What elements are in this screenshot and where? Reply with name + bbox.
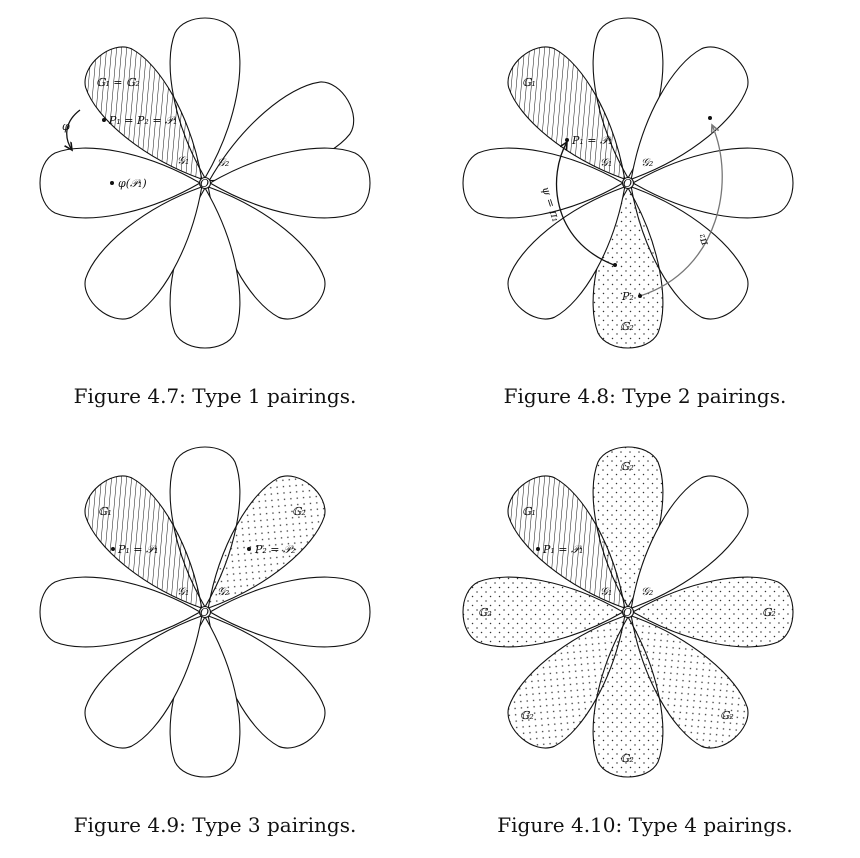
figure-4-10: 𝔾₁ P₁ = 𝒫₁ 𝒢₁ 𝒢₂ 𝔾₂ 𝔾₂ 𝔾₂ 𝔾₂ 𝔾₂ 𝔾₂ O Fig… — [430, 429, 860, 858]
label-g1: 𝔾₁ — [522, 505, 536, 518]
label-cal-g2: 𝒢₂ — [217, 156, 229, 169]
point-phi-p1 — [110, 181, 114, 185]
point-p1 — [536, 547, 540, 551]
label-origin: O — [623, 606, 632, 619]
petal-g1-hatched — [507, 46, 626, 181]
flower — [39, 17, 371, 349]
flower — [39, 446, 371, 778]
caption-4-10: Figure 4.10: Type 4 pairings. — [497, 813, 793, 837]
label-g2-right: 𝔾₂ — [762, 606, 776, 619]
label-g1: 𝔾₁ — [522, 76, 536, 89]
caption-4-7: Figure 4.7: Type 1 pairings. — [73, 384, 357, 408]
label-cal-g2: 𝒢₂ — [641, 156, 653, 169]
label-g2: 𝔾₂ — [620, 320, 634, 333]
label-g2-lower-right: 𝔾₂ — [720, 709, 734, 722]
label-p1-eq: P₁ = 𝒫₁ — [571, 134, 612, 147]
label-p2-eq: P₂ = 𝒫₂ — [254, 543, 295, 556]
label-cal-g1: 𝒢₁ — [600, 585, 612, 598]
petal-g1-hatched — [84, 475, 203, 610]
petal-g2-dotted — [207, 475, 326, 610]
label-phi-p1: φ(𝒫₁) — [118, 177, 147, 190]
pi2-arrow — [639, 125, 723, 297]
label-origin: O — [200, 606, 209, 619]
petal-g1-hatched — [507, 475, 626, 610]
label-g1-eq-g2: 𝔾₁ = 𝔾₂ — [96, 76, 140, 89]
petal-g1-hatched — [84, 46, 203, 181]
label-origin: O — [200, 177, 209, 190]
flower-diagram-4-10: 𝔾₁ P₁ = 𝒫₁ 𝒢₁ 𝒢₂ 𝔾₂ 𝔾₂ 𝔾₂ 𝔾₂ 𝔾₂ 𝔾₂ O — [462, 446, 794, 778]
flower — [462, 17, 794, 349]
petal-lower-left — [84, 614, 203, 749]
petal-upper-right — [630, 475, 749, 610]
flower-diagram-4-8: 𝔾₁ P₁ = 𝒫₁ 𝒢₁ 𝒢₂ ψ = π₁ π₂ P₂ 𝔾₂ O — [462, 17, 794, 349]
label-cal-g2: 𝒢₂ — [641, 585, 653, 598]
label-pi2: π₂ — [694, 232, 711, 249]
petal-left — [39, 576, 202, 648]
figure-4-7: 𝔾₁ = 𝔾₂ P₁ = P₂ = 𝒫₁ 𝒢₁ 𝒢₂ φ φ(𝒫₁) O Fig… — [0, 0, 430, 429]
label-phi: φ — [62, 120, 70, 133]
label-g1: 𝔾₁ — [98, 505, 112, 518]
origin-circle — [621, 176, 635, 190]
label-g2-lower-left: 𝔾₂ — [520, 709, 534, 722]
petal-upper-right — [630, 46, 749, 181]
point-psi-image — [613, 263, 617, 267]
petal-right — [208, 576, 371, 648]
phi-arrow — [67, 109, 81, 150]
figure-4-9: 𝔾₁ 𝔾₂ P₁ = 𝒫₁ P₂ = 𝒫₂ 𝒢₁ 𝒢₂ O Figure 4.9… — [0, 429, 430, 858]
petal-right-dotted — [631, 576, 794, 648]
origin-circle — [198, 176, 212, 190]
psi-arrow — [555, 142, 615, 266]
flower-diagram-4-7: 𝔾₁ = 𝔾₂ P₁ = P₂ = 𝒫₁ 𝒢₁ 𝒢₂ φ φ(𝒫₁) O — [39, 17, 371, 349]
flower — [462, 446, 794, 778]
label-p2: P₂ — [621, 290, 634, 303]
label-g2-top: 𝔾₂ — [620, 460, 634, 473]
label-origin: O — [623, 177, 632, 190]
petal-left-dotted — [462, 576, 625, 648]
origin-circle — [621, 605, 635, 619]
label-p1-eq: P₁ = 𝒫₁ — [542, 543, 583, 556]
point-p1 — [565, 138, 569, 142]
label-g2: 𝔾₂ — [292, 505, 306, 518]
label-g2-bottom: 𝔾₂ — [620, 752, 634, 765]
label-p1-eq: P₁ = P₂ = 𝒫₁ — [108, 114, 177, 127]
flower-diagram-4-9: 𝔾₁ 𝔾₂ P₁ = 𝒫₁ P₂ = 𝒫₂ 𝒢₁ 𝒢₂ O — [39, 446, 371, 778]
petal-lower-left — [507, 185, 626, 320]
point-pi2-image — [708, 116, 712, 120]
petal-left — [462, 147, 625, 219]
caption-4-8: Figure 4.8: Type 2 pairings. — [503, 384, 787, 408]
petal-right — [208, 147, 371, 219]
point-p1 — [111, 547, 115, 551]
label-g2-left: 𝔾₂ — [478, 606, 492, 619]
label-cal-g2: 𝒢₂ — [217, 585, 229, 598]
label-cal-g1: 𝒢₁ — [177, 154, 189, 167]
caption-4-9: Figure 4.9: Type 3 pairings. — [73, 813, 357, 837]
petal-lower-left — [84, 185, 203, 320]
figure-4-8: 𝔾₁ P₁ = 𝒫₁ 𝒢₁ 𝒢₂ ψ = π₁ π₂ P₂ 𝔾₂ O Figur… — [430, 0, 860, 429]
label-p1-eq: P₁ = 𝒫₁ — [117, 543, 158, 556]
petal-left — [39, 147, 202, 219]
petal-lower-left-dotted — [507, 614, 626, 749]
point-p2 — [247, 547, 251, 551]
label-cal-g1: 𝒢₁ — [177, 585, 189, 598]
point-p2 — [638, 294, 642, 298]
label-cal-g1: 𝒢₁ — [600, 156, 612, 169]
petal-right — [631, 147, 794, 219]
point-p1 — [102, 118, 106, 122]
origin-circle — [198, 605, 212, 619]
